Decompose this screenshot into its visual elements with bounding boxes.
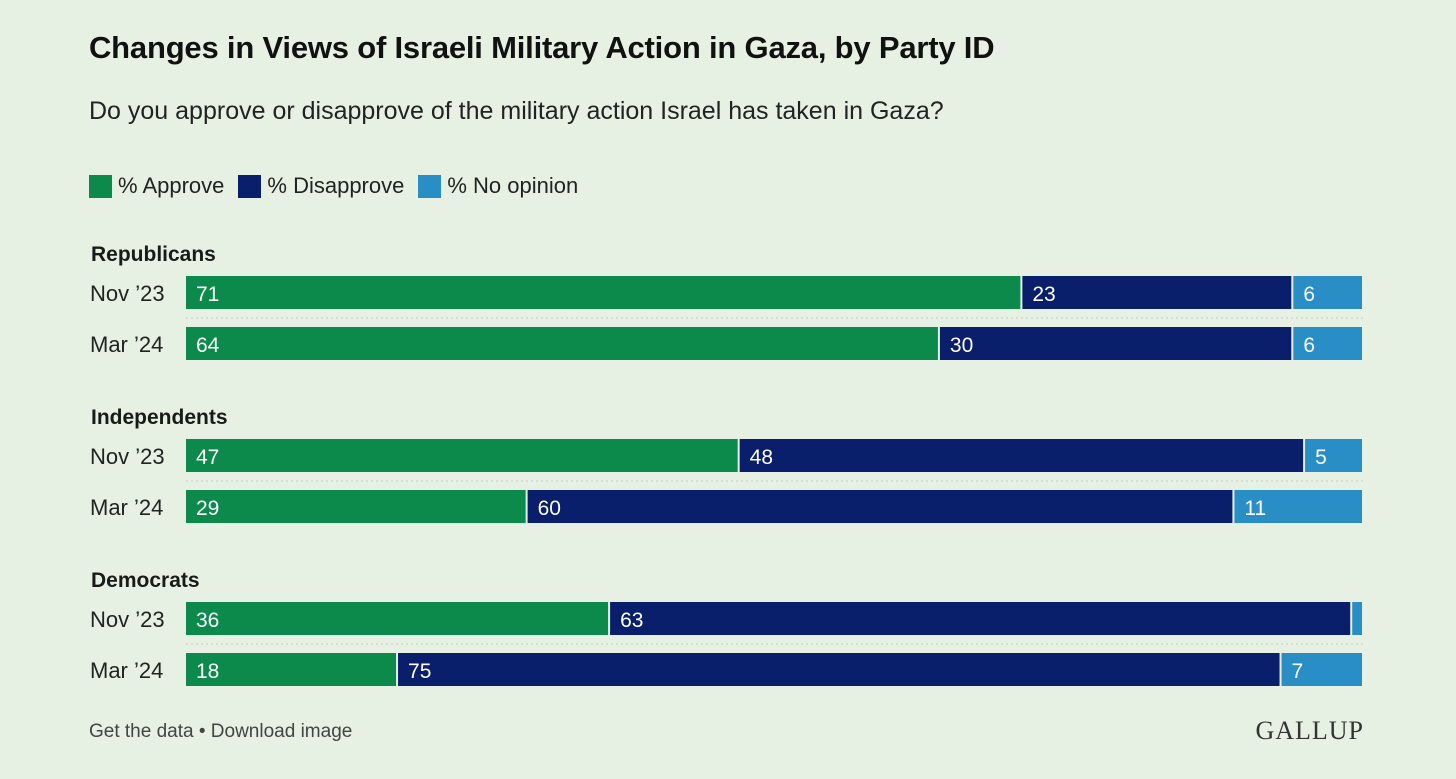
footer-links: Get the data • Download image [89, 721, 352, 743]
bar-segment [398, 653, 1280, 686]
legend-item-disapprove: % Disapprove [238, 173, 404, 199]
data-label: 36 [196, 609, 219, 632]
bar-segment [1022, 276, 1292, 309]
data-label: 5 [1315, 446, 1327, 469]
legend-label-approve: % Approve [118, 173, 225, 198]
bar-segment [610, 602, 1351, 635]
get-the-data-link[interactable]: Get the data [89, 721, 194, 742]
bar-segment [186, 327, 938, 360]
data-label: 11 [1244, 497, 1266, 520]
row-label: Nov ’23 [90, 607, 165, 632]
data-label: 60 [538, 497, 561, 520]
data-label: 71 [196, 283, 219, 306]
chart-subtitle: Do you approve or disapprove of the mili… [89, 97, 944, 125]
data-label: 7 [1292, 660, 1304, 683]
data-label: 48 [750, 446, 773, 469]
data-label: 23 [1032, 283, 1055, 306]
bar-segment [1293, 276, 1362, 309]
legend-item-approve: % Approve [89, 173, 224, 199]
chart-title: Changes in Views of Israeli Military Act… [89, 30, 995, 65]
bar-segment [186, 653, 397, 686]
bar-segment [1293, 327, 1362, 360]
bar-segment [939, 327, 1292, 360]
group-label: Republicans [91, 243, 216, 266]
bar-segment [739, 439, 1304, 472]
group-label: Democrats [91, 569, 200, 592]
data-label: 29 [196, 497, 219, 520]
legend-label-no-opinion: % No opinion [447, 173, 579, 198]
footer-separator: • [198, 721, 206, 742]
data-label: 18 [196, 660, 219, 683]
legend-swatch-approve [89, 174, 112, 198]
row-label: Nov ’23 [90, 281, 165, 306]
data-label: 30 [950, 334, 973, 357]
bar-segment [186, 276, 1021, 309]
legend-label-disapprove: % Disapprove [267, 173, 405, 198]
group-label: Independents [91, 406, 228, 429]
row-label: Mar ’24 [90, 658, 163, 683]
bar-segment [1352, 602, 1362, 635]
bar-segment [1234, 490, 1362, 523]
data-label: 63 [620, 609, 643, 632]
data-label: 6 [1303, 334, 1315, 357]
bar-segment [186, 439, 738, 472]
legend-item-no-opinion: % No opinion [418, 173, 578, 199]
legend-swatch-disapprove [238, 174, 262, 198]
data-label: 75 [408, 660, 431, 683]
row-label: Mar ’24 [90, 495, 163, 520]
bar-segment [186, 602, 609, 635]
data-label: 6 [1303, 283, 1315, 306]
download-image-link[interactable]: Download image [210, 721, 353, 742]
data-label: 47 [196, 446, 219, 469]
row-label: Mar ’24 [90, 332, 163, 357]
bar-segment [1281, 653, 1362, 686]
gallup-logo: GALLUP [1255, 716, 1364, 745]
bar-segment [527, 490, 1233, 523]
legend: % Approve % Disapprove % No opinion [89, 173, 592, 199]
bar-segment [1305, 439, 1362, 472]
data-label: 64 [196, 334, 220, 357]
bar-segment [186, 490, 526, 523]
row-label: Nov ’23 [90, 444, 165, 469]
legend-swatch-no-opinion [418, 174, 442, 198]
